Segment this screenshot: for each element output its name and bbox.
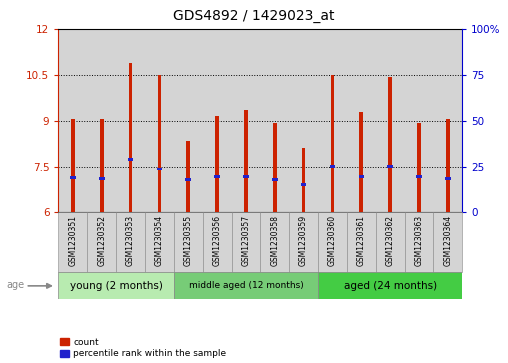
Text: GSM1230363: GSM1230363 xyxy=(415,215,424,266)
Text: aged (24 months): aged (24 months) xyxy=(343,281,437,291)
Bar xyxy=(273,123,277,212)
Text: GSM1230360: GSM1230360 xyxy=(328,215,337,266)
Text: GSM1230359: GSM1230359 xyxy=(299,215,308,266)
Bar xyxy=(145,212,174,272)
Bar xyxy=(58,29,87,212)
Bar xyxy=(232,29,260,212)
Text: GDS4892 / 1429023_at: GDS4892 / 1429023_at xyxy=(173,9,335,23)
Bar xyxy=(214,175,220,178)
Bar xyxy=(347,29,376,212)
Bar xyxy=(359,175,364,178)
Bar xyxy=(347,212,376,272)
Bar xyxy=(318,29,347,212)
Bar xyxy=(203,29,232,212)
Bar xyxy=(417,123,421,212)
Bar xyxy=(360,111,363,212)
Bar xyxy=(388,77,392,212)
Bar xyxy=(376,29,404,212)
Bar xyxy=(116,212,145,272)
Text: GSM1230356: GSM1230356 xyxy=(212,215,221,266)
Text: GSM1230362: GSM1230362 xyxy=(386,215,395,266)
Bar xyxy=(116,29,145,212)
Bar xyxy=(445,177,451,180)
Bar xyxy=(261,212,289,272)
Bar xyxy=(243,175,249,178)
Bar xyxy=(302,148,305,212)
Bar xyxy=(174,212,203,272)
Bar xyxy=(376,212,404,272)
Bar xyxy=(156,168,162,170)
Text: GSM1230358: GSM1230358 xyxy=(270,215,279,266)
Bar xyxy=(186,140,190,212)
Bar xyxy=(331,75,334,212)
Bar xyxy=(70,176,76,179)
Bar xyxy=(433,212,462,272)
Bar xyxy=(174,29,203,212)
Bar xyxy=(129,63,133,212)
Bar xyxy=(71,119,75,212)
Bar xyxy=(203,212,232,272)
Bar xyxy=(404,29,433,212)
Bar xyxy=(58,272,174,299)
Bar xyxy=(433,29,462,212)
Bar xyxy=(174,272,318,299)
Text: age: age xyxy=(6,280,24,290)
Bar xyxy=(301,183,306,185)
Bar xyxy=(289,29,318,212)
Bar xyxy=(387,165,393,168)
Legend: count, percentile rank within the sample: count, percentile rank within the sample xyxy=(60,338,226,359)
Bar xyxy=(318,272,462,299)
Text: GSM1230364: GSM1230364 xyxy=(443,215,452,266)
Text: GSM1230353: GSM1230353 xyxy=(126,215,135,266)
Bar xyxy=(330,165,335,168)
Bar xyxy=(261,29,289,212)
Bar xyxy=(58,212,87,272)
Bar xyxy=(100,119,104,212)
Bar xyxy=(128,158,134,161)
Bar xyxy=(244,110,248,212)
Bar xyxy=(318,212,347,272)
Text: middle aged (12 months): middle aged (12 months) xyxy=(188,281,303,290)
Bar xyxy=(185,178,191,181)
Bar xyxy=(87,29,116,212)
Text: GSM1230352: GSM1230352 xyxy=(97,215,106,266)
Bar xyxy=(272,178,277,181)
Text: GSM1230354: GSM1230354 xyxy=(155,215,164,266)
Bar xyxy=(145,29,174,212)
Bar xyxy=(289,212,318,272)
Text: GSM1230361: GSM1230361 xyxy=(357,215,366,266)
Bar xyxy=(157,75,161,212)
Bar xyxy=(99,177,105,180)
Bar xyxy=(87,212,116,272)
Bar xyxy=(215,116,219,212)
Text: GSM1230355: GSM1230355 xyxy=(184,215,193,266)
Bar xyxy=(232,212,260,272)
Text: GSM1230351: GSM1230351 xyxy=(69,215,77,266)
Bar xyxy=(446,119,450,212)
Text: GSM1230357: GSM1230357 xyxy=(241,215,250,266)
Bar xyxy=(404,212,433,272)
Text: young (2 months): young (2 months) xyxy=(70,281,163,291)
Bar xyxy=(416,175,422,178)
